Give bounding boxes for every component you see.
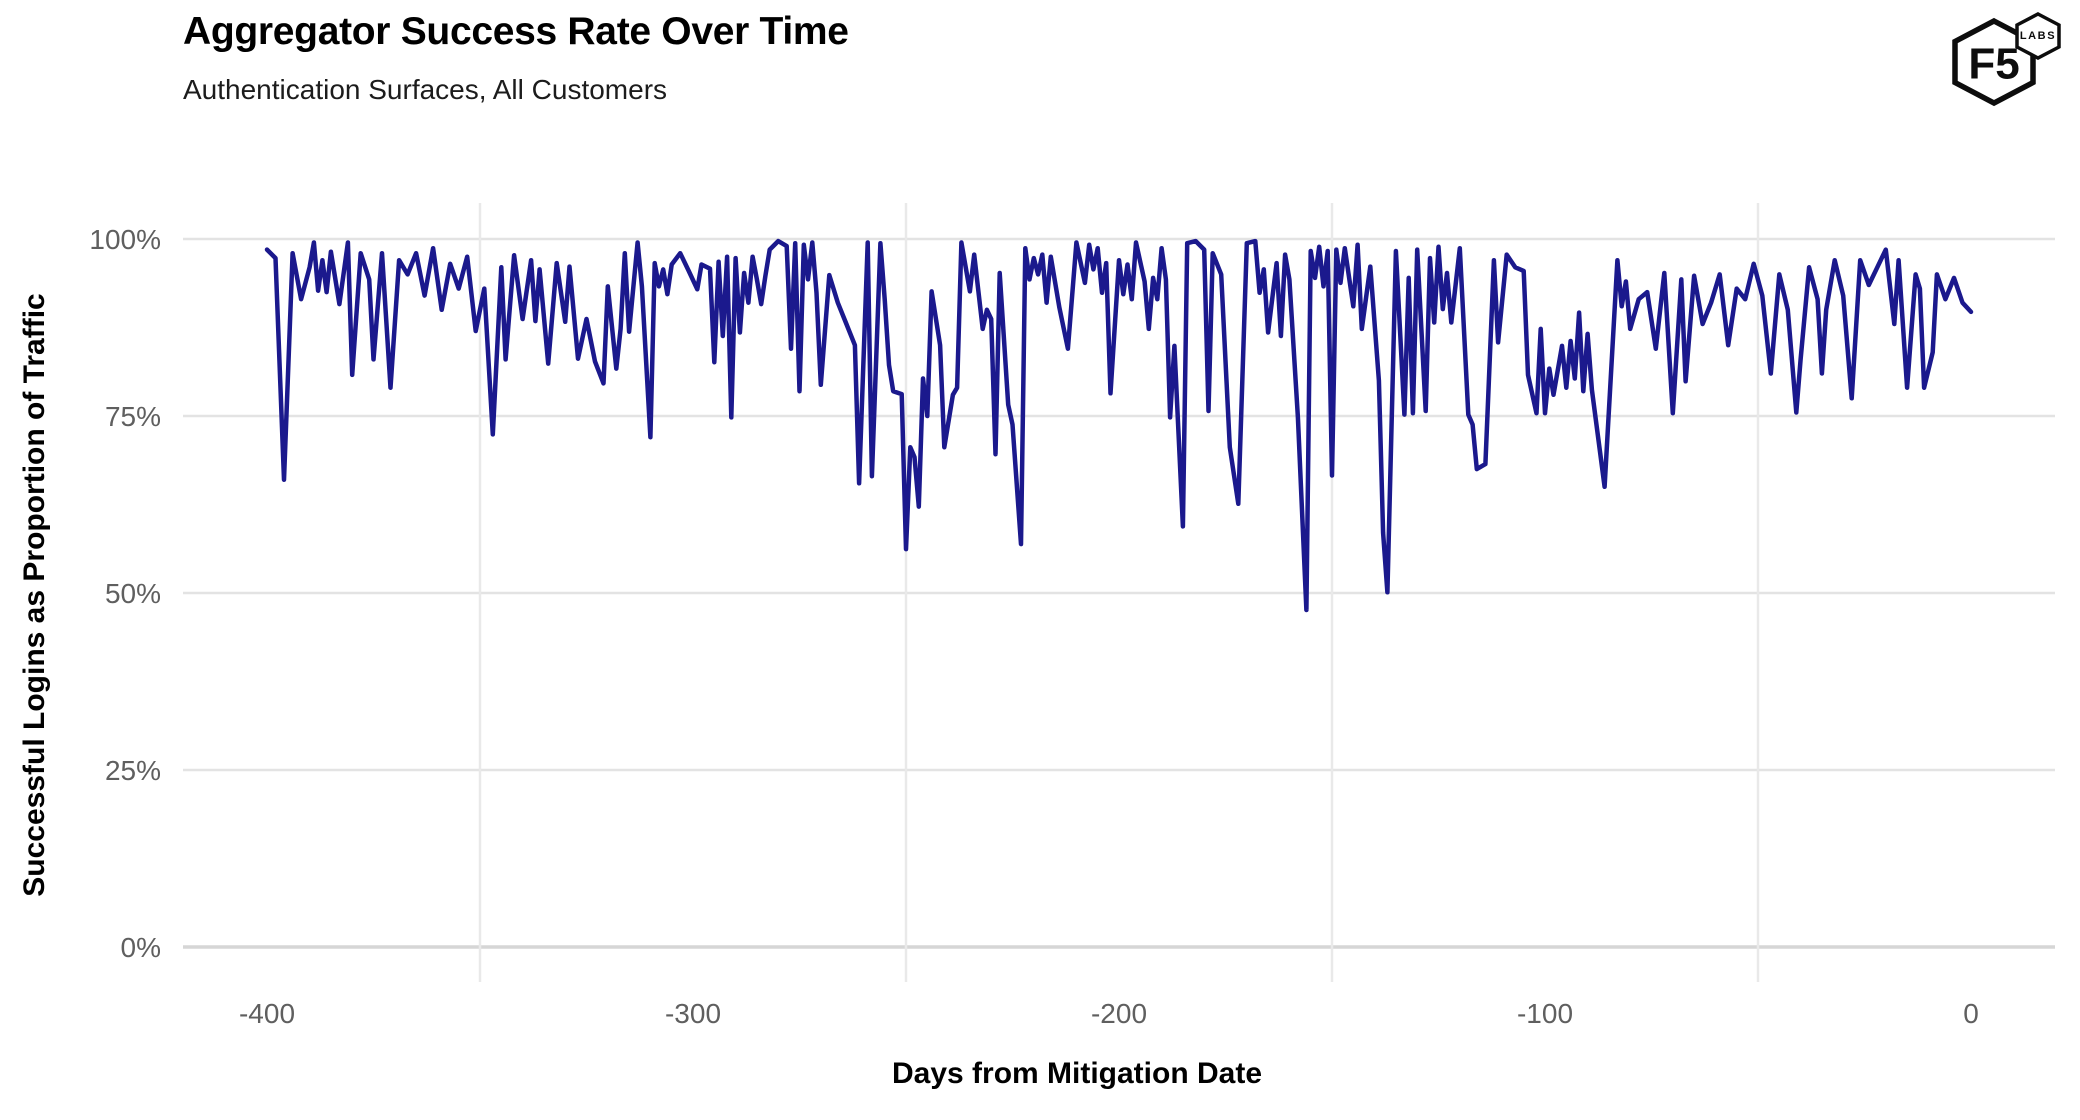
chart-title: Aggregator Success Rate Over Time: [183, 10, 849, 53]
y-tick-label: 0%: [121, 932, 161, 963]
y-tick-label: 100%: [89, 224, 161, 255]
x-tick-label: 0: [1963, 998, 1979, 1029]
series-layer: [264, 238, 1974, 613]
y-tick-label: 50%: [105, 578, 161, 609]
series-line: [264, 238, 1974, 613]
labs-logo-text: LABS: [2020, 30, 2056, 42]
f5labs-logo: F5 LABS: [1952, 12, 2061, 107]
x-tick-label: -100: [1517, 998, 1573, 1029]
f5-logo-text: F5: [1968, 40, 2019, 89]
labs-hexagon-icon: [2015, 12, 2061, 60]
x-tick-label: -300: [665, 998, 721, 1029]
y-tick-label: 25%: [105, 755, 161, 786]
x-axis-title: Days from Mitigation Date: [891, 1057, 1263, 1090]
gridlines-layer: [183, 203, 2055, 982]
chart-subtitle: Authentication Surfaces, All Customers: [183, 74, 668, 105]
x-tick-label: -200: [1091, 998, 1147, 1029]
x-tick-label: -400: [239, 998, 295, 1029]
y-tick-label: 75%: [105, 401, 161, 432]
tick-labels-layer: 100% 75% 50% 25% 0% -400 -300 -200 -100 0: [89, 224, 1978, 1029]
y-axis-title: Successful Logins as Proportion of Traff…: [18, 293, 51, 897]
